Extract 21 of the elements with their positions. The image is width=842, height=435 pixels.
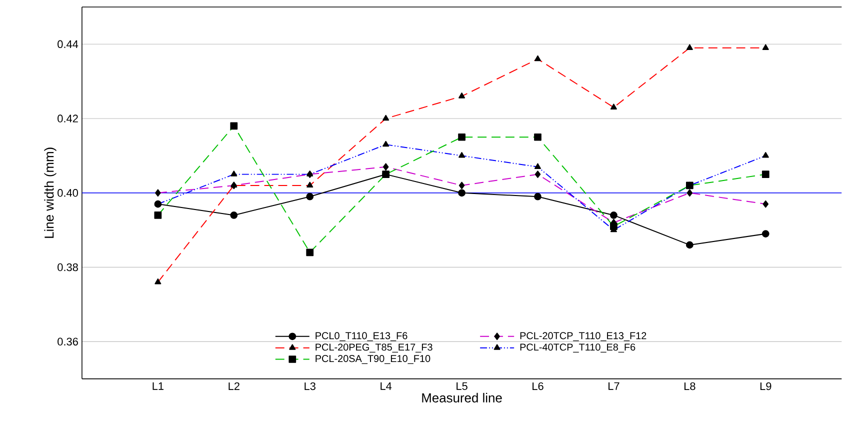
y-axis-title: Line width (mm): [44, 148, 56, 238]
legend-label: PCL0_T110_E13_F6: [316, 332, 408, 342]
x-tick-label: L9: [760, 382, 772, 390]
x-tick-label: L6: [532, 382, 544, 390]
x-tick-label: L2: [228, 382, 240, 390]
legend-label: PCL-40TCP_T110_E8_F6: [520, 344, 636, 353]
x-axis-title: Measured line: [422, 393, 502, 403]
y-tick-label: 0.38: [58, 264, 78, 272]
y-tick-label: 0.36: [58, 338, 78, 346]
x-tick-label: L5: [456, 382, 468, 390]
legend-label: PCL-20PEG_T85_E17_F3: [316, 344, 432, 353]
legend-label: PCL-20TCP_T110_E13_F12: [520, 332, 646, 342]
x-tick-label: L8: [684, 382, 696, 390]
legend-label: PCL-20SA_T90_E10_F10: [316, 355, 430, 364]
x-tick-label: L1: [152, 382, 164, 390]
y-tick-label: 0.42: [58, 114, 78, 123]
x-tick-label: L3: [304, 382, 316, 390]
y-tick-label: 0.40: [58, 189, 78, 197]
x-tick-label: L7: [608, 382, 620, 390]
y-tick-label: 0.44: [58, 40, 78, 48]
x-tick-label: L4: [380, 382, 392, 390]
